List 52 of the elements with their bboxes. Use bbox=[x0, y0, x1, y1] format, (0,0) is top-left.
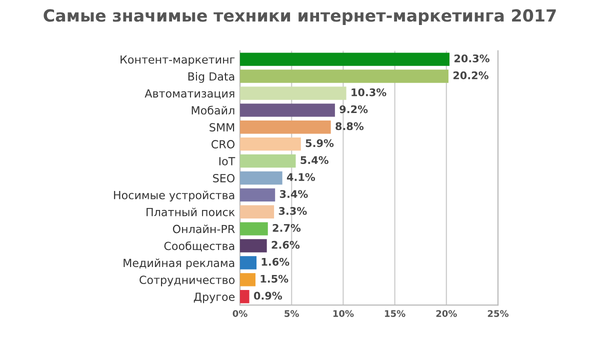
y-tick-label: Мобайл bbox=[192, 106, 234, 115]
y-tick-label: SEO bbox=[213, 174, 235, 182]
bar bbox=[240, 52, 450, 66]
x-tick-label: 5% bbox=[284, 310, 299, 317]
bar bbox=[240, 205, 274, 218]
x-tick-label: 15% bbox=[385, 310, 406, 317]
y-tick-label: Big Data bbox=[188, 72, 234, 83]
x-tick-label: 0% bbox=[232, 310, 248, 317]
bar bbox=[240, 104, 335, 117]
data-label: 10.3% bbox=[352, 88, 386, 96]
bar bbox=[240, 154, 296, 168]
x-tick-label: 20% bbox=[436, 310, 457, 317]
x-tick-label: 10% bbox=[333, 310, 354, 317]
data-label: 20.3% bbox=[454, 54, 490, 62]
data-label: 4.1% bbox=[286, 173, 316, 181]
y-tick-label: Онлайн-PR bbox=[172, 224, 235, 234]
y-tick-label: Медийная реклама bbox=[124, 258, 234, 270]
bar bbox=[240, 171, 282, 185]
data-label: 5.9% bbox=[306, 139, 334, 148]
data-label: 3.3% bbox=[278, 207, 307, 215]
bar bbox=[240, 256, 257, 270]
bar bbox=[240, 188, 276, 202]
data-label: 0.9% bbox=[254, 292, 282, 300]
bar bbox=[240, 137, 301, 151]
chart-title: Самые значимые техники интернет-маркетинга 2017 bbox=[44, 9, 556, 26]
data-label: 20.2% bbox=[453, 71, 488, 80]
data-label: 2.6% bbox=[272, 240, 300, 249]
y-tick-label: Контент-маркетинг bbox=[120, 55, 235, 66]
bar bbox=[240, 86, 346, 100]
y-tick-label: Автоматизация bbox=[144, 89, 234, 99]
data-label: 5.4% bbox=[300, 156, 328, 164]
bar bbox=[240, 290, 250, 304]
data-label: 1.5% bbox=[260, 274, 288, 283]
data-label: 1.6% bbox=[262, 258, 290, 266]
bar bbox=[240, 222, 268, 236]
data-label: 9.2% bbox=[340, 105, 368, 114]
data-label: 3.4% bbox=[280, 190, 308, 198]
bar bbox=[240, 70, 448, 83]
bar bbox=[240, 273, 256, 286]
y-tick-label: Носимые устройства bbox=[114, 190, 234, 202]
data-label: 2.7% bbox=[272, 224, 301, 232]
bar bbox=[240, 120, 331, 134]
y-tick-label: SMM bbox=[210, 123, 234, 132]
y-tick-label: Сообщества bbox=[164, 241, 234, 252]
y-tick-label: CRO bbox=[212, 140, 235, 148]
y-tick-label: Платный поиск bbox=[146, 208, 235, 216]
y-tick-label: Сотрудничество bbox=[140, 276, 235, 286]
x-tick-label: 25% bbox=[488, 310, 509, 317]
y-tick-label: IoT bbox=[219, 157, 236, 166]
bar bbox=[240, 239, 267, 252]
data-label: 8.8% bbox=[336, 122, 364, 130]
y-tick-label: Другое bbox=[194, 292, 235, 304]
